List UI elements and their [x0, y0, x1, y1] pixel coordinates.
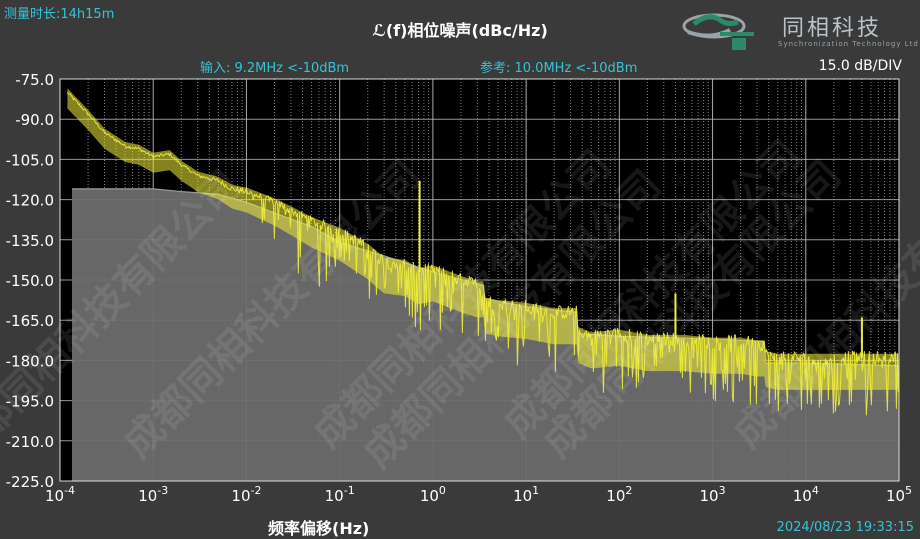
- x-tick-label: 101: [513, 484, 539, 505]
- y-tick-label: -210.0: [6, 433, 54, 451]
- x-tick-label: 10-2: [231, 484, 261, 505]
- phase-noise-trace: [66, 91, 899, 416]
- measurement-time: 测量时长:14h15m: [4, 7, 115, 22]
- y-tick-label: -180.0: [6, 352, 54, 370]
- company-logo-subtitle: Synchronization Technology Ltd: [778, 40, 919, 48]
- x-tick-label: 10-3: [138, 484, 168, 505]
- timestamp: 2024/08/23 19:33:15: [776, 520, 914, 535]
- x-tick-label: 102: [606, 484, 632, 505]
- x-tick-label: 104: [793, 484, 819, 505]
- x-tick-label: 103: [700, 484, 726, 505]
- scale-label: 15.0 dB/DIV: [818, 58, 902, 74]
- y-tick-label: -120.0: [6, 192, 54, 210]
- y-tick-label: -225.0: [6, 473, 54, 491]
- x-tick-label: 100: [420, 484, 446, 505]
- x-axis-label: 频率偏移(Hz): [268, 519, 370, 538]
- y-tick-label: -150.0: [6, 272, 54, 290]
- axes: -75.0 -90.0 -105.0 -120.0 -135.0 -150.0 -165.0…: [6, 71, 912, 505]
- reference-info: 参考: 10.0MHz <-10dBm: [480, 61, 638, 76]
- x-tick-label: 10-1: [325, 484, 355, 505]
- y-tick-label: -135.0: [6, 232, 54, 250]
- x-tick-label: 105: [886, 484, 912, 505]
- phase-noise-band: [67, 88, 899, 390]
- input-info: 输入: 9.2MHz <-10dBm: [200, 61, 350, 76]
- company-logo-text: 同相科技: [782, 16, 883, 41]
- y-tick-label: -90.0: [15, 111, 54, 129]
- st-logo-icon: [682, 13, 754, 50]
- phase-noise-trace-group: [66, 88, 899, 416]
- y-tick-label: -75.0: [15, 71, 54, 89]
- chart-title: ℒ(f)相位噪声(dBc/Hz): [372, 21, 548, 40]
- x-tick-label: 10-4: [45, 484, 75, 505]
- y-tick-label: -105.0: [6, 151, 54, 169]
- plot-frame: [59, 78, 900, 482]
- y-tick-label: -195.0: [6, 393, 54, 411]
- y-tick-label: -165.0: [6, 312, 54, 330]
